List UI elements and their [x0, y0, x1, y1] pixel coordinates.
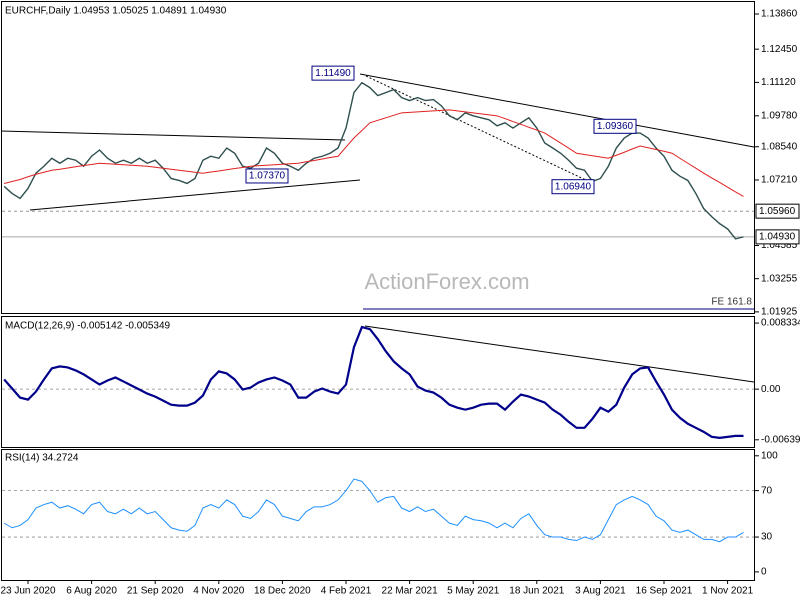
- rsi-pane: [1, 449, 755, 581]
- series-line: [4, 109, 744, 197]
- x-tick-label: 4 Nov 2020: [193, 586, 245, 597]
- macd-pane: [1, 316, 755, 448]
- x-tick-label: 23 Jun 2020: [0, 586, 55, 597]
- level-label: 1.04930: [759, 232, 796, 243]
- y-tick-label: 0.00: [761, 384, 781, 395]
- y-tick-label: 1.01925: [761, 307, 798, 318]
- x-tick-label: 22 Mar 2021: [382, 586, 439, 597]
- price-header: EURCHF,Daily 1.04953 1.05025 1.04891 1.0…: [5, 6, 227, 17]
- y-tick-label: 1.09780: [761, 110, 798, 121]
- macd-header: MACD(12,26,9) -0.005142 -0.005349: [5, 321, 171, 332]
- level-label: 1.05960: [759, 206, 796, 217]
- annotation-box: [311, 65, 355, 81]
- y-tick-label: 1.08540: [761, 141, 798, 152]
- x-tick-label: 5 May 2021: [447, 586, 500, 597]
- trendline: [29, 179, 361, 211]
- trendline: [365, 75, 591, 183]
- annotation-label: 1.09360: [597, 121, 634, 132]
- rsi-header: RSI(14) 34.2724: [5, 453, 79, 464]
- x-tick-label: 21 Sep 2020: [127, 586, 184, 597]
- watermark: ActionForex.com: [364, 269, 529, 294]
- annotation-box: [245, 168, 289, 184]
- y-tick-label: 70: [761, 485, 773, 496]
- x-tick-label: 4 Feb 2021: [321, 586, 372, 597]
- y-tick-label: 0: [761, 567, 767, 578]
- level-label-box: [755, 229, 800, 245]
- x-tick-label: 3 Aug 2021: [575, 586, 626, 597]
- annotation-label: 1.07370: [249, 171, 286, 182]
- y-tick-label: 1.04585: [761, 240, 798, 251]
- annotation-box: [593, 118, 637, 134]
- series-line: [3, 478, 744, 543]
- trendline: [359, 73, 755, 148]
- trendline: [0, 130, 346, 141]
- series-line: [3, 81, 744, 240]
- x-tick-label: 16 Sep 2021: [636, 586, 693, 597]
- y-tick-label: 0.008334: [761, 318, 800, 329]
- x-tick-label: 6 Aug 2020: [66, 586, 117, 597]
- x-tick-label: 1 Nov 2021: [702, 586, 754, 597]
- y-tick-label: -0.006393: [761, 434, 800, 445]
- level-label-box: [755, 203, 800, 219]
- y-tick-label: 1.13860: [761, 9, 798, 20]
- annotation-label: 1.06940: [555, 181, 592, 192]
- price-pane: [1, 1, 755, 314]
- x-tick-label: 18 Dec 2020: [254, 586, 311, 597]
- y-tick-label: 30: [761, 532, 773, 543]
- fe-label: FE 161.8: [711, 297, 752, 308]
- annotation-label: 1.11490: [315, 68, 351, 79]
- annotation-box: [551, 179, 595, 195]
- y-tick-label: 100: [761, 450, 778, 461]
- series-line: [3, 325, 744, 439]
- x-tick-label: 18 Jun 2021: [509, 586, 564, 597]
- y-tick-label: 1.12450: [761, 44, 798, 55]
- y-tick-label: 1.07210: [761, 175, 798, 186]
- y-tick-label: 1.03255: [761, 273, 798, 284]
- trendline: [364, 325, 755, 383]
- y-tick-label: 1.11120: [761, 77, 796, 88]
